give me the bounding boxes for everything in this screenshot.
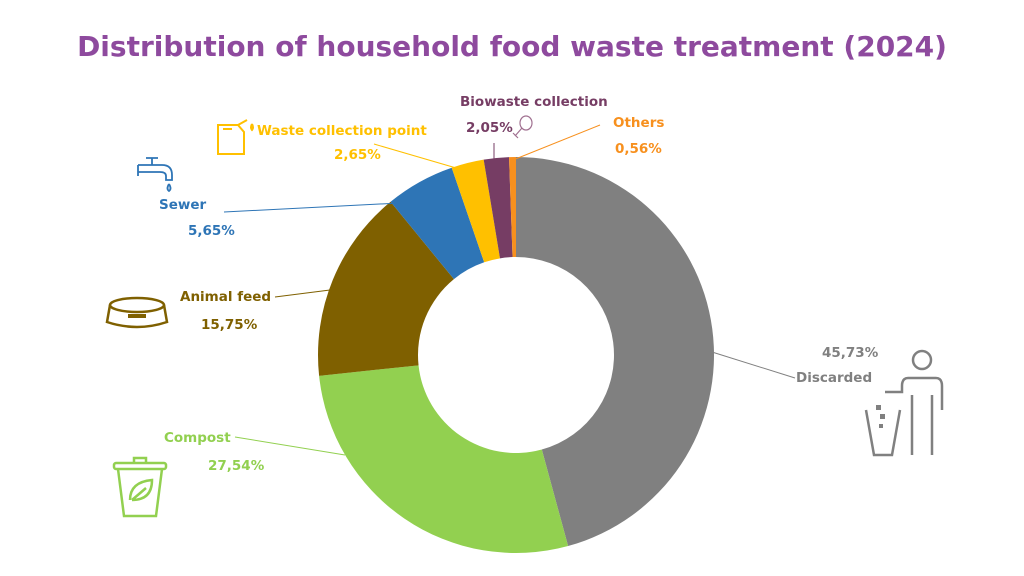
chicken-leg-icon [512, 115, 533, 139]
jerrycan-icon [217, 119, 254, 155]
value-label-biowaste: 2,05% [466, 120, 513, 136]
faucet-icon [137, 157, 173, 193]
leader-line-others [512, 124, 601, 161]
value-label-compost: 27,54% [208, 458, 265, 474]
chart-title: Distribution of household food waste tre… [77, 30, 947, 63]
value-label-discarded: 45,73% [822, 345, 879, 361]
pet-bowl-icon [105, 296, 169, 329]
slice-others [509, 157, 516, 258]
leader-line-waste-collection [373, 143, 464, 171]
leader-line-discarded [711, 351, 796, 379]
leader-line-animal-feed [274, 289, 331, 298]
slice-animal-feed [318, 201, 454, 376]
category-label-sewer: Sewer [159, 197, 207, 213]
slice-waste-collection-point [451, 159, 500, 263]
category-label-waste-collection-point: Waste collection point [257, 123, 427, 139]
slice-biowaste-collection [483, 157, 513, 259]
value-label-others: 0,56% [615, 141, 662, 157]
value-label-sewer: 5,65% [188, 223, 235, 239]
slice-sewer [390, 167, 485, 280]
category-label-compost: Compost [164, 430, 231, 446]
leader-line-compost [234, 436, 346, 456]
category-label-biowaste: Biowaste collection [460, 94, 608, 110]
category-label-discarded: Discarded [796, 370, 873, 386]
category-label-animal-feed: Animal feed [180, 289, 272, 305]
person-trash-icon [864, 349, 944, 457]
category-label-others: Others [613, 115, 665, 131]
slice-discarded [516, 157, 714, 547]
value-label-waste-collection-point: 2,65% [334, 147, 381, 163]
compost-bin-icon [112, 456, 168, 518]
slice-compost [319, 365, 569, 553]
value-label-animal-feed: 15,75% [201, 317, 258, 333]
leader-line-sewer [223, 202, 401, 213]
